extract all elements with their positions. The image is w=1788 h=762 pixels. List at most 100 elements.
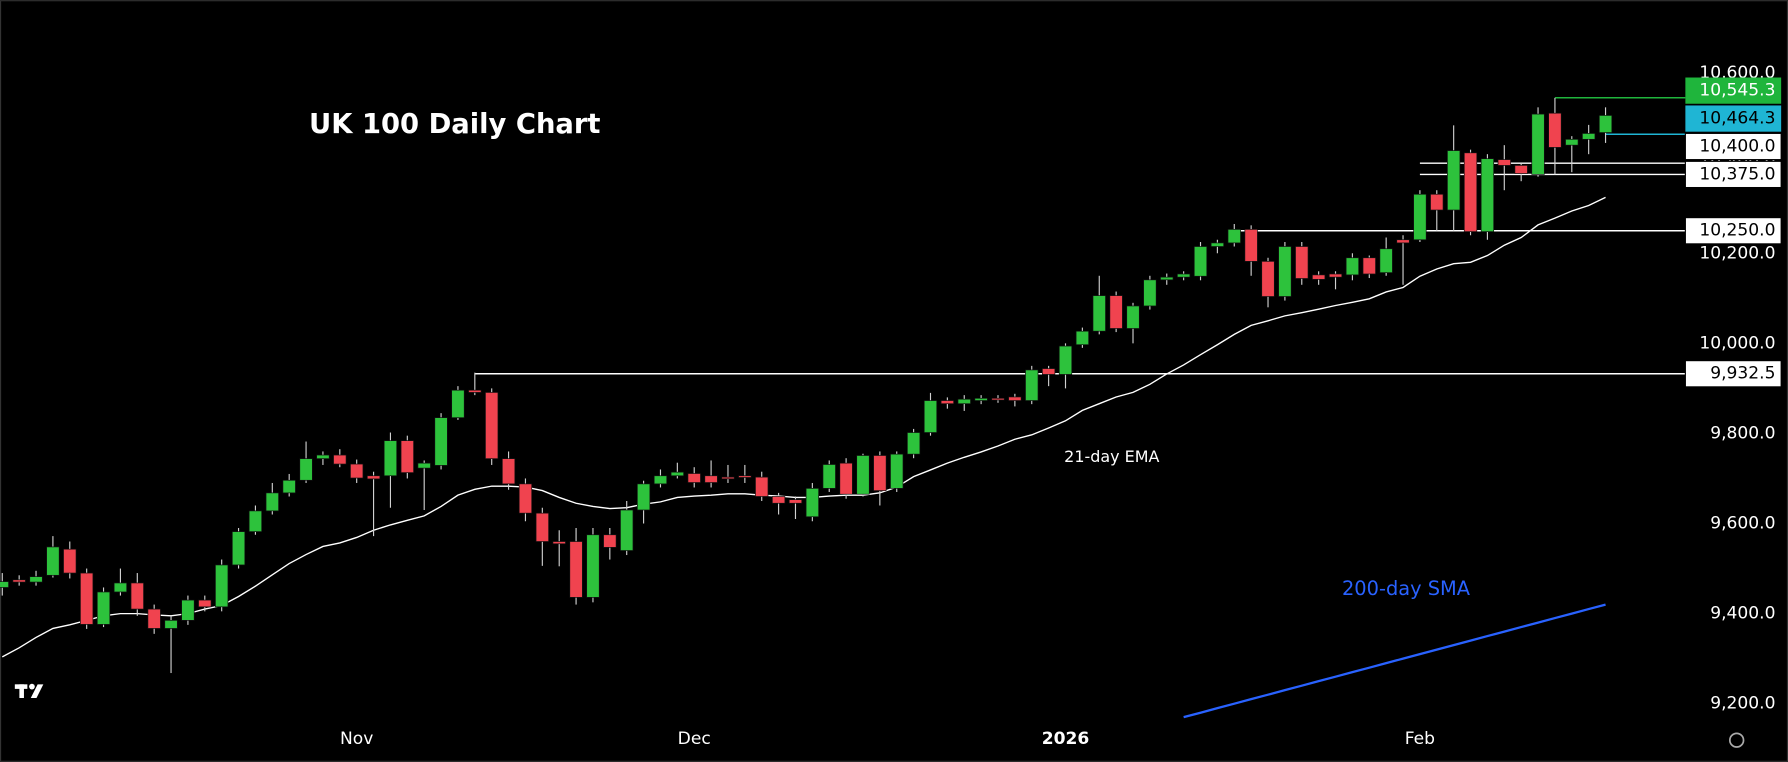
candle-body [130, 582, 144, 610]
candle-body [687, 473, 701, 483]
candle-body [1160, 276, 1174, 281]
candle-body [1328, 273, 1343, 278]
candle-body [636, 483, 651, 511]
candle-body [1531, 113, 1545, 175]
candle-body [96, 591, 111, 625]
candle-body [468, 389, 482, 393]
candle-body [653, 475, 668, 485]
candle-body [1261, 261, 1275, 297]
candle-body [957, 398, 971, 405]
candle-body [1295, 246, 1309, 279]
candle-body [434, 417, 448, 466]
candle-body [1362, 257, 1376, 275]
candle-body [1177, 273, 1191, 278]
price-label-box [1684, 217, 1782, 245]
candle-body [552, 541, 566, 545]
candle-body [940, 400, 954, 405]
candle-body [215, 564, 229, 608]
candle-body [1497, 159, 1511, 166]
chart-title: UK 100 Daily Chart [309, 109, 600, 140]
x-tick-label: Feb [1405, 729, 1435, 749]
candle-body [670, 471, 684, 477]
candle-body [265, 492, 279, 512]
candle-body [535, 512, 549, 542]
candle-body [822, 464, 836, 489]
candle-body [0, 581, 9, 588]
candle-body [906, 432, 921, 455]
price-label: 10,250.0 [1699, 221, 1775, 241]
price-label: 10,464.3 [1699, 109, 1775, 129]
candle-body [620, 509, 634, 551]
candle-body [29, 576, 43, 583]
settings-icon[interactable] [1728, 732, 1745, 748]
candle-body [1193, 246, 1208, 277]
tv-logo [14, 683, 44, 699]
price-label: 10,400.0 [1699, 137, 1775, 157]
candle-body [788, 499, 803, 504]
price-label-box [1684, 132, 1782, 161]
candle-body [1210, 242, 1225, 247]
candle-body [1379, 248, 1393, 273]
candle-body [231, 531, 246, 566]
candle-body [147, 608, 161, 629]
ma-line [1183, 603, 1606, 719]
candle-body [1514, 165, 1528, 174]
candle-body [1008, 396, 1022, 401]
series-annotation: 21-day EMA [1064, 447, 1159, 466]
candle-body [1430, 193, 1444, 211]
candle-body [198, 599, 212, 608]
candle-body [63, 548, 77, 574]
x-tick-label: 2026 [1042, 729, 1090, 749]
candle-body [738, 475, 752, 478]
candle-body [113, 582, 128, 593]
candle-body [1413, 193, 1427, 241]
candle-body [839, 462, 853, 495]
candle-body [974, 397, 988, 401]
candle-body [333, 454, 347, 465]
candle-body [856, 455, 870, 495]
candle-body [1345, 257, 1360, 276]
candle-body [1042, 368, 1056, 375]
candle-body [1312, 274, 1326, 280]
price-label: 10,375.0 [1699, 164, 1775, 184]
candle-body [400, 440, 414, 473]
candle-body [282, 479, 296, 494]
price-label: 10,545.3 [1699, 81, 1775, 101]
candle-body [569, 541, 583, 598]
candle-body [1565, 138, 1579, 146]
candle-body [721, 476, 735, 480]
candle-body [1025, 369, 1039, 401]
candle-body [873, 455, 887, 491]
y-tick-label: 9,400.0 [1710, 604, 1775, 624]
candle-body [1447, 150, 1461, 211]
candle-body [603, 534, 617, 548]
candle-body [755, 476, 769, 497]
candle-body [1480, 158, 1495, 232]
candle-body [181, 599, 195, 621]
candle-body [501, 458, 516, 485]
candle-body [518, 483, 533, 514]
candle-body [1548, 112, 1562, 148]
candle-body [80, 572, 94, 625]
candle-body [704, 475, 718, 483]
candle-body [1598, 115, 1613, 133]
price-label-box [1684, 360, 1782, 388]
candle-body [1058, 345, 1073, 375]
candle-body [1278, 246, 1292, 297]
candle-body [366, 475, 381, 480]
candle-body [923, 400, 938, 433]
y-tick-label: 9,800.0 [1710, 423, 1775, 443]
candle-body [299, 458, 313, 481]
candle-body [1126, 305, 1140, 329]
candle-body [1582, 133, 1596, 140]
candle-body [12, 579, 26, 583]
candle-body [1092, 295, 1106, 332]
x-tick-label: Nov [340, 729, 373, 749]
candle-body [485, 392, 499, 459]
candle-body [164, 620, 178, 629]
series-annotation: 200-day SMA [1342, 577, 1471, 600]
price-label-box [1685, 77, 1782, 104]
candle-body [383, 440, 398, 477]
